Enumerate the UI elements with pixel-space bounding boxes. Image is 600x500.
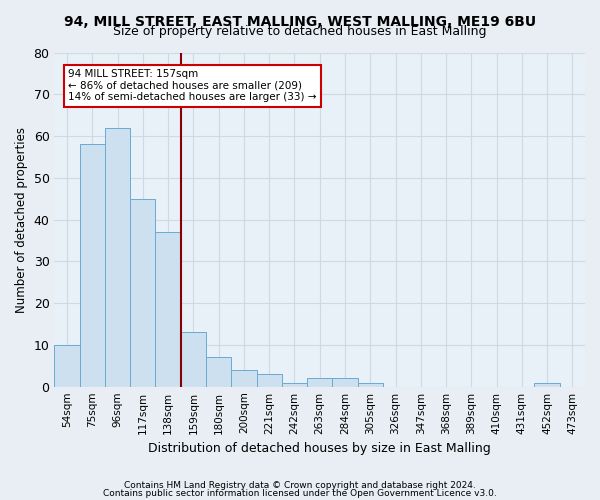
Text: Contains HM Land Registry data © Crown copyright and database right 2024.: Contains HM Land Registry data © Crown c… bbox=[124, 481, 476, 490]
Bar bbox=[358, 382, 383, 386]
Text: Contains public sector information licensed under the Open Government Licence v3: Contains public sector information licen… bbox=[103, 488, 497, 498]
Bar bbox=[332, 378, 358, 386]
Text: 94, MILL STREET, EAST MALLING, WEST MALLING, ME19 6BU: 94, MILL STREET, EAST MALLING, WEST MALL… bbox=[64, 15, 536, 29]
X-axis label: Distribution of detached houses by size in East Malling: Distribution of detached houses by size … bbox=[148, 442, 491, 455]
Text: Size of property relative to detached houses in East Malling: Size of property relative to detached ho… bbox=[113, 25, 487, 38]
Bar bbox=[130, 198, 155, 386]
Y-axis label: Number of detached properties: Number of detached properties bbox=[15, 126, 28, 312]
Bar bbox=[231, 370, 257, 386]
Bar bbox=[257, 374, 282, 386]
Bar bbox=[181, 332, 206, 386]
Bar bbox=[307, 378, 332, 386]
Bar bbox=[80, 144, 105, 386]
Bar bbox=[535, 382, 560, 386]
Bar bbox=[105, 128, 130, 386]
Bar bbox=[155, 232, 181, 386]
Bar bbox=[282, 382, 307, 386]
Bar bbox=[55, 345, 80, 387]
Text: 94 MILL STREET: 157sqm
← 86% of detached houses are smaller (209)
14% of semi-de: 94 MILL STREET: 157sqm ← 86% of detached… bbox=[68, 69, 317, 102]
Bar bbox=[206, 358, 231, 386]
